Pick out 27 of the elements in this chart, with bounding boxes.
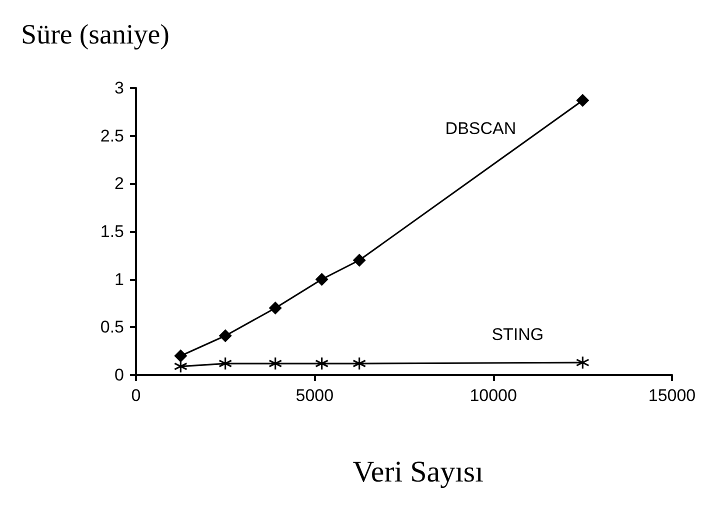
point [576,356,590,370]
x-tick-label: 5000 [296,386,334,405]
y-tick-label: 3 [114,78,124,98]
y-tick-label: 2.5 [100,126,124,146]
y-tick-label: 1.5 [100,222,124,241]
point [352,356,366,370]
point [174,349,188,362]
series-label: DBSCAN [445,118,516,138]
point [352,254,366,267]
point [315,272,328,286]
y-tick-label: 0.5 [100,318,124,337]
x-tick-label: 15000 [648,386,696,405]
point [218,356,232,370]
point [218,329,232,342]
series-label: STING [492,324,544,344]
point [268,356,282,370]
point [315,356,329,370]
y-tick-label: 2 [114,174,124,194]
y-tick-label: 1 [114,270,124,289]
y-tick-label: 0 [114,366,124,384]
x-tick-label: 0 [131,386,141,405]
point [576,94,590,107]
x-tick-label: 10000 [470,386,517,405]
point [174,360,188,374]
point [268,302,282,315]
y-axis-title: Süre (saniye) [21,20,170,50]
x-axis-title: Veri Sayısı [352,456,484,488]
